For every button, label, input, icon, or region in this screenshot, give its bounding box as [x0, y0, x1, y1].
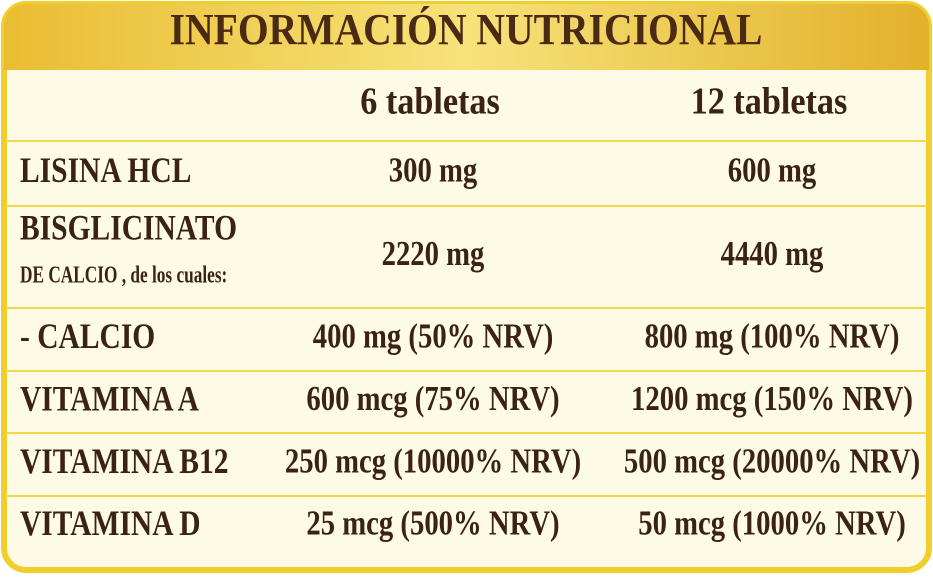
- cell-value-group: 2220 mg: [382, 233, 485, 272]
- cell-value: 2220 mg: [382, 233, 485, 272]
- cell-value-group: 300 mg: [389, 150, 477, 189]
- cell-value: 800 mg (100% NRV): [645, 316, 900, 355]
- row-label: VITAMINA A: [20, 380, 199, 419]
- cell-value: 250 mcg (10000% NRV): [285, 441, 581, 480]
- row-label: LISINA HCL: [20, 151, 191, 190]
- title-band: [4, 4, 929, 70]
- cell-value-group: 4440 mg: [721, 233, 824, 272]
- cell-value: 500 mcg (20000% NRV): [624, 441, 920, 480]
- row-label: - CALCIO: [20, 317, 155, 356]
- cell-value-group: 25 mcg (500% NRV): [306, 503, 559, 542]
- cell-value-group: 800 mg (100% NRV): [645, 316, 900, 355]
- row-label-group: VITAMINA D: [20, 504, 201, 543]
- row-label-group: VITAMINA A: [20, 380, 199, 419]
- cell-value-group: 600 mcg (75% NRV): [306, 378, 559, 417]
- row-label-group: VITAMINA B12: [20, 442, 228, 481]
- column-header-group: 12 tabletas: [691, 80, 848, 122]
- cell-value-group: 500 mcg (20000% NRV): [624, 441, 920, 480]
- cell-value-group: 50 mcg (1000% NRV): [638, 503, 906, 542]
- cell-value: 300 mg: [389, 150, 477, 189]
- row-label: VITAMINA D: [20, 504, 201, 543]
- column-header-group: 6 tabletas: [360, 80, 500, 122]
- column-header: 6 tabletas: [360, 80, 500, 122]
- cell-value-group: 250 mcg (10000% NRV): [285, 441, 581, 480]
- cell-value-group: 400 mg (50% NRV): [313, 316, 553, 355]
- cell-value: 600 mcg (75% NRV): [306, 378, 559, 417]
- cell-value: 1200 mcg (150% NRV): [631, 378, 913, 417]
- row-label: BISGLICINATO: [20, 209, 237, 248]
- cell-value: 600 mg: [728, 150, 816, 189]
- cell-value: 4440 mg: [721, 233, 824, 272]
- row-label: VITAMINA B12: [20, 442, 228, 481]
- cell-value: 50 mcg (1000% NRV): [638, 503, 906, 542]
- row-note: DE CALCIO , de los cuales:: [20, 261, 227, 289]
- cell-value-group: 1200 mcg (150% NRV): [631, 378, 913, 417]
- row-label-group: - CALCIO: [20, 317, 155, 356]
- table-title: INFORMACIÓN NUTRICIONAL: [170, 5, 763, 54]
- cell-value-group: 600 mg: [728, 150, 816, 189]
- cell-value: 25 mcg (500% NRV): [306, 503, 559, 542]
- column-header: 12 tabletas: [691, 80, 848, 122]
- row-label-group: BISGLICINATO: [20, 209, 237, 248]
- row-label-group: LISINA HCL: [20, 151, 191, 190]
- cell-value: 400 mg (50% NRV): [313, 316, 553, 355]
- row-note-group: DE CALCIO , de los cuales:: [20, 261, 227, 289]
